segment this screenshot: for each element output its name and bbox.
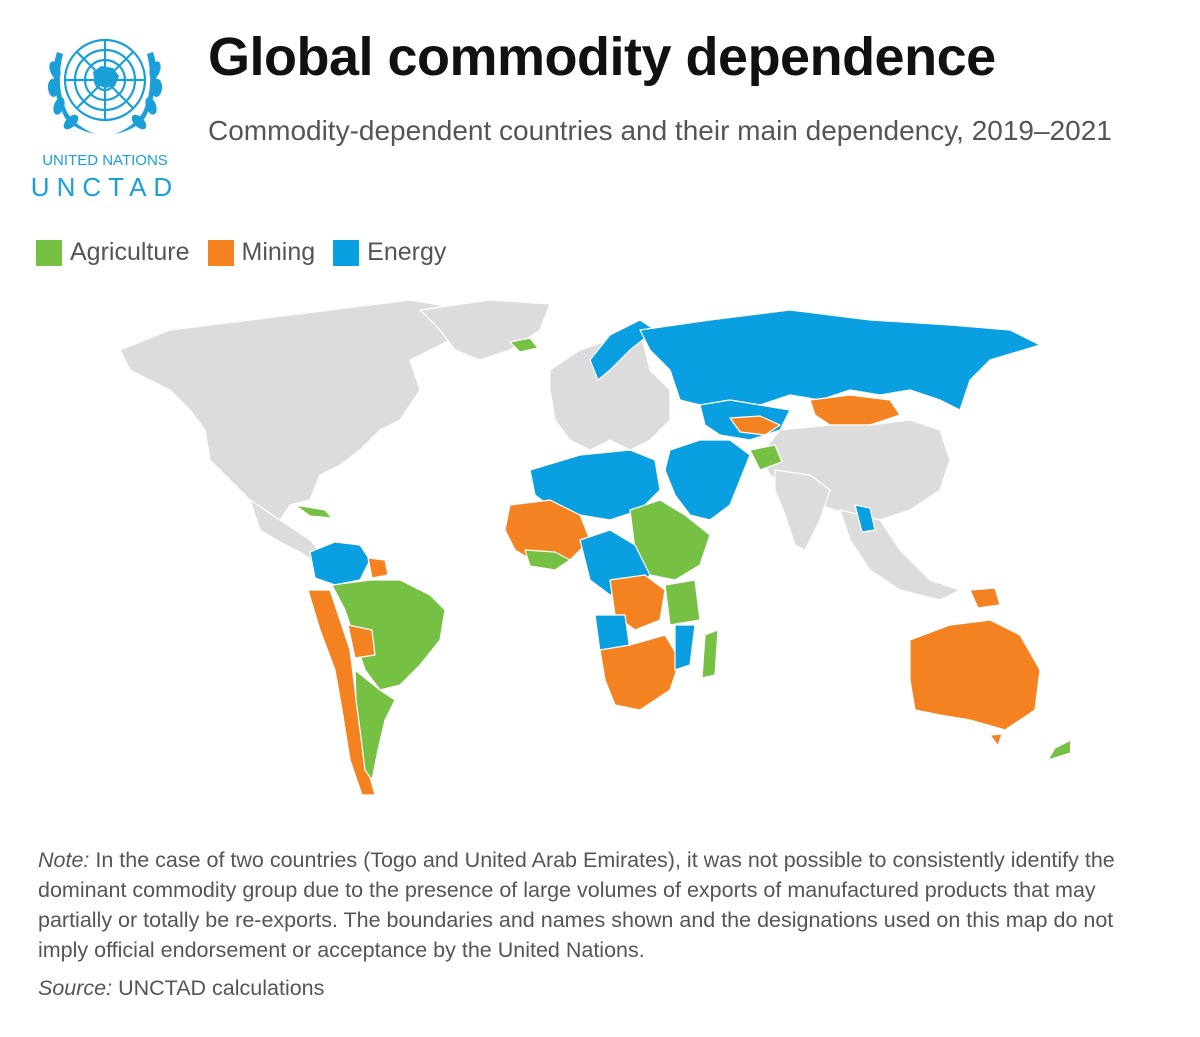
region-venezuela-colombia <box>309 541 371 586</box>
legend-swatch-agriculture <box>36 239 62 266</box>
region-mozambique <box>674 624 696 671</box>
region-norway <box>589 319 656 381</box>
legend-item-agriculture: Agriculture <box>36 238 190 267</box>
region-guianas <box>367 557 389 579</box>
note-text: In the case of two countries (Togo and U… <box>38 848 1115 962</box>
unctad-logo: UNITED NATIONS UNCTAD <box>30 22 180 202</box>
legend-label-energy: Energy <box>367 238 447 266</box>
map-source: Source: UNCTAD calculations <box>38 976 324 1001</box>
page-subtitle: Commodity-dependent countries and their … <box>208 115 1112 146</box>
region-laos <box>854 504 876 533</box>
page-title: Global commodity dependence <box>208 27 996 87</box>
region-greenland <box>419 299 551 361</box>
source-text: UNCTAD calculations <box>112 976 325 1000</box>
region-kyrgyz-tajikistan <box>729 415 781 436</box>
world-map <box>119 299 1070 796</box>
region-peru-chile <box>307 589 376 796</box>
legend-label-agriculture: Agriculture <box>70 238 190 266</box>
region-middle-east <box>664 439 751 521</box>
map-legend: Agriculture Mining Energy <box>36 238 464 267</box>
region-tanzania <box>664 579 701 626</box>
region-southeast-asia <box>839 509 961 601</box>
source-label: Source: <box>38 976 113 1000</box>
region-new-zealand <box>1047 739 1070 761</box>
region-argentina <box>354 669 396 781</box>
legend-swatch-energy <box>333 239 360 266</box>
legend-swatch-mining <box>207 239 234 266</box>
un-emblem-icon <box>47 38 163 134</box>
logo-unctad-text: UNCTAD <box>30 172 180 202</box>
region-southern-africa <box>599 634 681 711</box>
logo-united-nations-text: UNITED NATIONS <box>42 152 168 169</box>
legend-item-energy: Energy <box>333 238 446 267</box>
region-west-africa-coast <box>524 549 571 571</box>
region-australia <box>909 619 1041 731</box>
region-afghanistan <box>749 444 783 471</box>
region-india <box>774 469 831 551</box>
map-note: Note: In the case of two countries (Togo… <box>38 845 1168 965</box>
region-mongolia <box>809 394 901 426</box>
region-cuba <box>294 504 333 519</box>
region-iceland <box>509 337 539 353</box>
note-label: Note: <box>38 848 90 872</box>
region-madagascar <box>701 629 719 679</box>
region-bolivia <box>347 624 376 659</box>
region-north-america <box>119 299 471 521</box>
region-russia <box>639 309 1041 411</box>
legend-item-mining: Mining <box>207 238 316 267</box>
legend-label-mining: Mining <box>241 238 316 266</box>
region-tasmania <box>989 733 1003 747</box>
region-papua-new-guinea <box>969 587 1001 609</box>
